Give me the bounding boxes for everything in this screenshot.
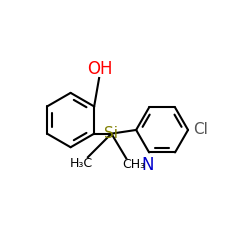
Text: Cl: Cl <box>193 122 208 138</box>
Text: OH: OH <box>88 60 113 78</box>
Text: CH₃: CH₃ <box>122 158 145 171</box>
Text: Si: Si <box>104 126 118 141</box>
Text: H₃C: H₃C <box>70 157 93 170</box>
Text: N: N <box>142 156 154 174</box>
